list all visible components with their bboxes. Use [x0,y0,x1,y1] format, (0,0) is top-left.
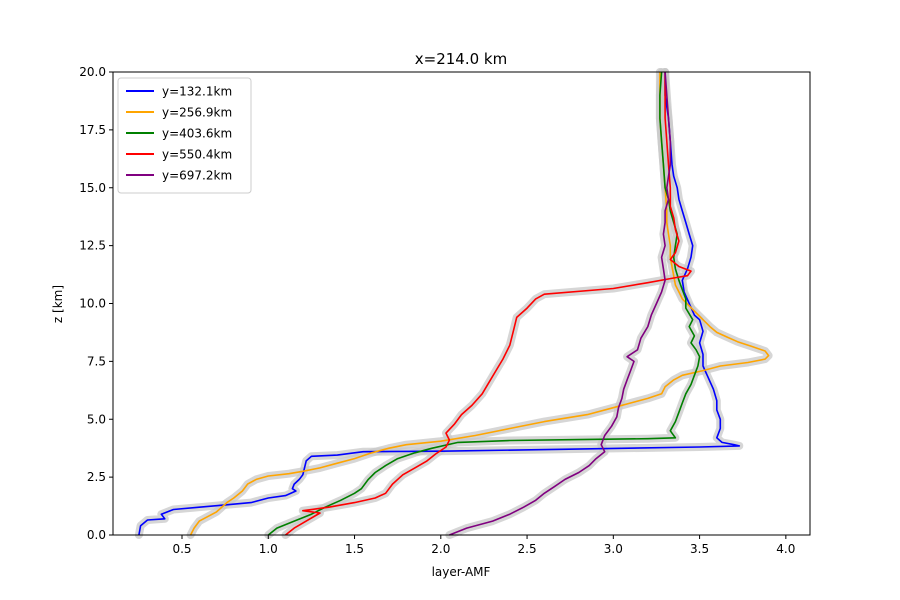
x-axis-ticks: 0.5 1.0 1.5 2.0 2.5 3.0 3.5 4.0 [172,535,795,556]
legend-label: y=403.6km [162,127,232,141]
y-axis-label: z [km] [51,285,65,323]
x-tick-label: 3.0 [604,542,623,556]
y-tick-label: 2.5 [87,470,106,484]
x-tick-label: 3.5 [690,542,709,556]
series-lines [138,71,770,536]
x-axis-label: layer-AMF [432,565,491,579]
y-tick-label: 5.0 [87,412,106,426]
legend-box [117,77,252,194]
series-line-2 [189,72,770,536]
y-tick-label: 12.5 [79,239,106,253]
x-tick-label: 1.0 [259,542,278,556]
y-tick-label: 15.0 [79,181,106,195]
legend-label: y=256.9km [162,106,232,120]
x-tick-label: 2.0 [431,542,450,556]
series-line-1 [138,72,741,536]
x-tick-label: 4.0 [776,542,795,556]
x-tick-label: 1.5 [345,542,364,556]
x-tick-label: 2.5 [518,542,537,556]
series-line-4 [285,72,692,536]
legend: y=132.1km y=256.9km y=403.6km y=550.4km y=69… [117,77,252,194]
y-axis-ticks: 0.0 2.5 5.0 7.5 10.0 12.5 15.0 17.5 20.0 [79,65,113,542]
legend-label: y=697.2km [162,169,232,183]
x-tick-label: 0.5 [172,542,191,556]
y-tick-label: 7.5 [87,354,106,368]
y-tick-label: 10.0 [79,297,106,311]
legend-label: y=550.4km [162,148,232,162]
chart-title: x=214.0 km [415,50,507,68]
y-tick-label: 17.5 [79,123,106,137]
y-tick-label: 0.0 [87,528,106,542]
legend-label: y=132.1km [162,85,232,99]
y-tick-label: 20.0 [79,65,106,79]
series-line-5 [449,71,672,536]
